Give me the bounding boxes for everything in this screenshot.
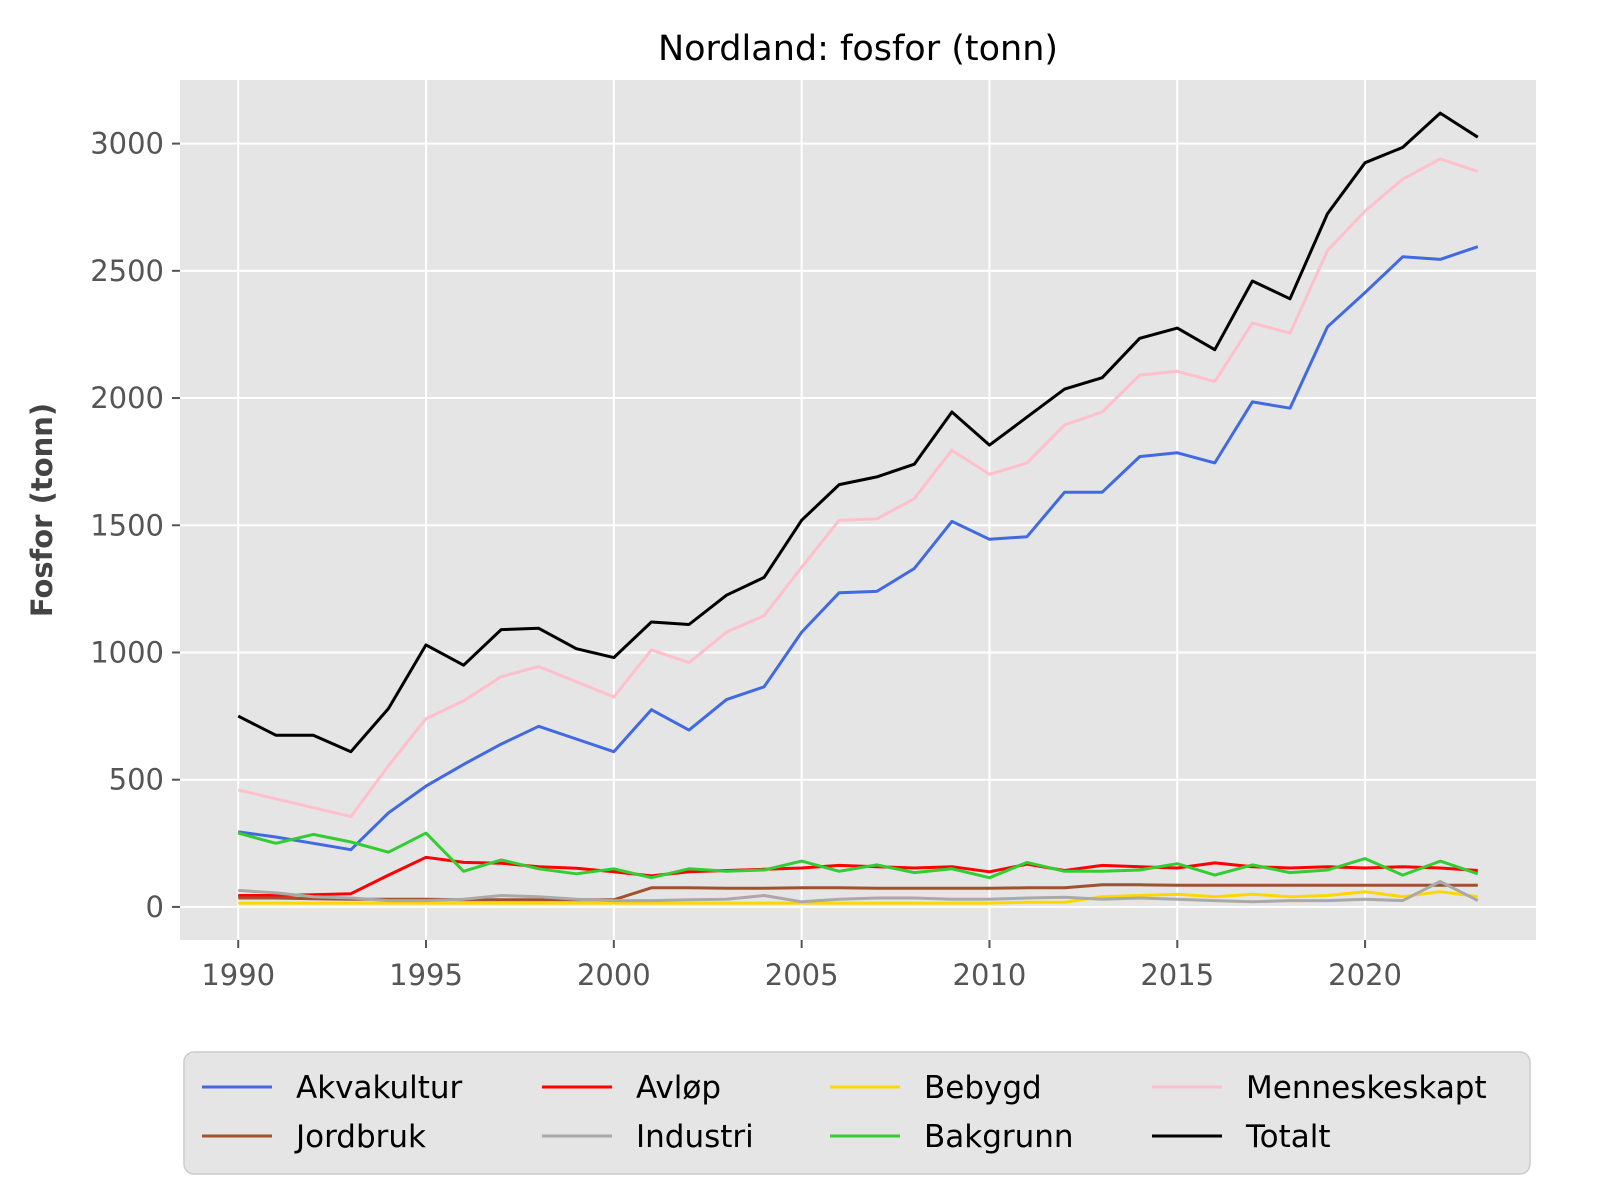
x-tick-label: 2005 <box>765 958 839 992</box>
y-tick-label: 0 <box>146 890 164 924</box>
y-tick-label: 1500 <box>90 508 164 542</box>
y-axis-ticks: 0 500 1000 1500 2000 2500 3000 <box>90 127 180 924</box>
series-line-totalt <box>237 111 1479 754</box>
x-tick-label: 1995 <box>389 958 463 992</box>
legend-item-akvakultur: Akvakultur <box>202 1070 463 1106</box>
legend-label: Jordbruk <box>294 1119 426 1155</box>
legend-label: Bakgrunn <box>924 1119 1074 1155</box>
series-lines <box>237 111 1479 905</box>
legend: Akvakultur Avløp Bebygd Menneskeskapt Jordbr… <box>183 1051 1531 1175</box>
legend-item-totalt: Totalt <box>1152 1119 1331 1155</box>
x-tick-label: 1990 <box>201 958 275 992</box>
x-tick-label: 2015 <box>1140 958 1214 992</box>
y-tick-label: 1000 <box>90 635 164 669</box>
grid-lines <box>180 80 1536 940</box>
legend-label: Industri <box>636 1119 754 1155</box>
chart-title: Nordland: fosfor (tonn) <box>658 29 1058 69</box>
legend-label: Bebygd <box>924 1070 1042 1106</box>
legend-label: Avløp <box>636 1070 721 1106</box>
x-tick-label: 2000 <box>577 958 651 992</box>
legend-item-menneskeskapt: Menneskeskapt <box>1152 1070 1487 1106</box>
series-line-akvakultur <box>237 245 1479 852</box>
x-tick-label: 2020 <box>1328 958 1402 992</box>
y-axis-label: Fosfor (tonn) <box>25 403 59 617</box>
y-tick-label: 2500 <box>90 254 164 288</box>
legend-item-avløp: Avløp <box>542 1070 721 1106</box>
series-line-bebygd <box>238 890 1478 905</box>
legend-item-jordbruk: Jordbruk <box>202 1119 426 1155</box>
legend-box <box>183 1051 1531 1175</box>
legend-item-industri: Industri <box>542 1119 754 1155</box>
plot-background <box>180 80 1536 940</box>
series-line-industri <box>238 880 1479 904</box>
y-tick-label: 3000 <box>90 127 164 161</box>
legend-label: Akvakultur <box>296 1070 463 1106</box>
legend-item-bebygd: Bebygd <box>830 1070 1042 1106</box>
series-line-bakgrunn <box>237 831 1479 880</box>
y-tick-label: 2000 <box>90 381 164 415</box>
legend-items: Akvakultur Avløp Bebygd Menneskeskapt Jordbr… <box>202 1070 1487 1155</box>
legend-label: Totalt <box>1245 1119 1331 1155</box>
x-axis-ticks: 1990 1995 2000 2005 2010 2015 2020 <box>201 940 1402 992</box>
y-tick-label: 500 <box>109 763 164 797</box>
legend-label: Menneskeskapt <box>1246 1070 1487 1106</box>
series-line-menneskeskapt <box>237 157 1479 819</box>
x-tick-label: 2010 <box>953 958 1027 992</box>
legend-item-bakgrunn: Bakgrunn <box>830 1119 1074 1155</box>
